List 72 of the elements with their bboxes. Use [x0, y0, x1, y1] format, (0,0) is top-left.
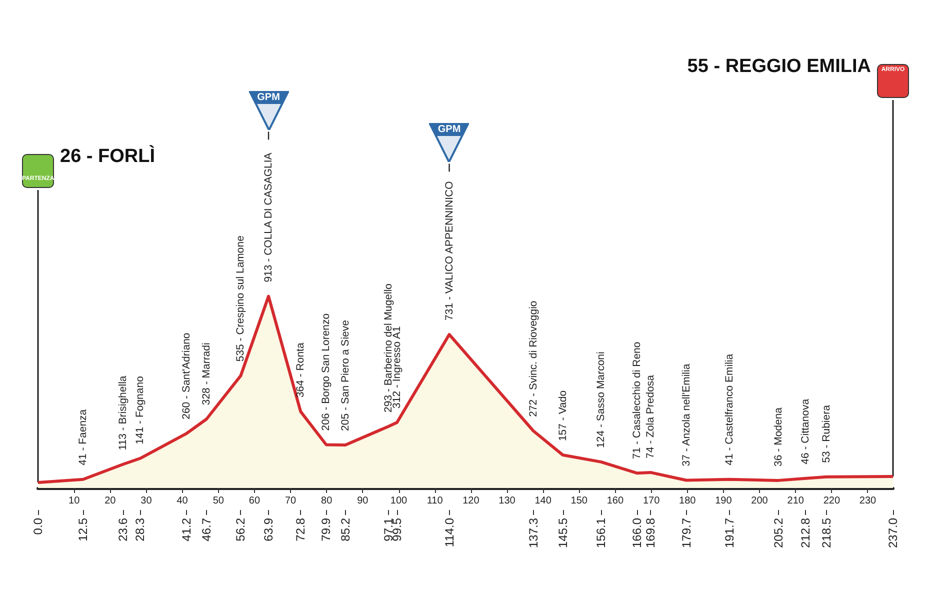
- text: GPM: [429, 124, 470, 135]
- x-tick-label: 180: [679, 496, 696, 506]
- x2-tick-label: 28.3: [133, 518, 148, 542]
- x-tick-label: 200: [751, 496, 768, 506]
- x2-tick-label: 205.2: [771, 518, 786, 548]
- data-label: 53 - Rubiera: [820, 404, 832, 463]
- x-tick-label: 120: [462, 496, 480, 506]
- x2-tick-label: 156.1: [594, 518, 608, 548]
- x-tick-label: 30: [140, 496, 152, 506]
- x-tick-label: 230: [859, 496, 877, 506]
- x-tick-label: 80: [321, 496, 333, 506]
- x2-tick-label: 0.0: [31, 518, 45, 535]
- x2-tick-label: 169.8: [644, 518, 658, 548]
- x-tick-label: 70: [284, 496, 297, 506]
- data-label: 913 - COLLA DI CASAGLIA: [262, 152, 275, 282]
- data-label: 41 - Castelfranco Emilia: [724, 354, 736, 466]
- data-label: 113 - Brisighella: [117, 376, 130, 450]
- x-tick-label: 190: [715, 496, 732, 506]
- x2-tick-label: 179.7: [679, 518, 694, 548]
- text: 26 - FORLÌ: [60, 146, 156, 168]
- x2-tick-label: 41.2: [180, 518, 194, 542]
- x-tick-label: 40: [176, 496, 188, 506]
- data-label: 312 - Ingresso A1: [390, 326, 403, 408]
- data-label: 71 - Casalecchio di Reno: [630, 342, 643, 460]
- data-label: 36 - Modena: [772, 407, 784, 466]
- x2-tick-label: 72.8: [294, 518, 308, 542]
- data-label: 731 - VALICO APPENNINICO: [443, 181, 456, 320]
- x-tick-label: 50: [212, 496, 224, 506]
- x2-tick-label: 237.0: [886, 518, 900, 548]
- x2-tick-label: 46.7: [199, 518, 214, 542]
- text: 55 - REGGIO EMILIA: [687, 56, 871, 78]
- x2-tick-label: 23.6: [116, 518, 130, 542]
- text: GPM: [248, 92, 289, 103]
- data-label: 74 - Zola Predosa: [644, 374, 657, 458]
- x-tick-label: 140: [534, 496, 552, 506]
- x2-tick-label: 191.7: [722, 518, 737, 548]
- data-label: 205 - San Piero a Sieve: [339, 320, 352, 431]
- x-tick-label: 100: [390, 496, 408, 506]
- x-tick-label: 60: [248, 496, 260, 506]
- x-tick-label: 90: [357, 496, 369, 506]
- data-label: 364 - Ronta: [294, 342, 307, 398]
- x2-tick-label: 79.9: [319, 518, 334, 542]
- data-label: 157 - Vado: [556, 390, 569, 442]
- data-label: 272 - Svinc. di Rioveggio: [527, 300, 540, 417]
- x2-tick-label: 137.3: [526, 518, 540, 548]
- data-label: 46 - Cittanova: [800, 398, 812, 464]
- data-label: 535 - Crespino sul Lamone: [234, 235, 247, 362]
- x-tick-label: 220: [823, 496, 840, 506]
- x-tick-label: 10: [68, 496, 80, 506]
- x2-tick-label: 12.5: [76, 518, 90, 542]
- data-label: 206 - Borgo San Lorenzo: [320, 313, 332, 431]
- data-label: 124 - Sasso Marconi: [595, 352, 608, 448]
- x-tick-label: 160: [606, 496, 624, 506]
- x2-tick-label: 114.0: [442, 518, 456, 548]
- data-label: 260 - Sant'Adriano: [180, 332, 193, 420]
- x2-tick-label: 166.0: [630, 518, 644, 548]
- x2-tick-label: 63.9: [262, 518, 276, 542]
- x2-tick-label: 145.5: [556, 518, 570, 548]
- x2-tick-label: 56.2: [234, 518, 248, 542]
- data-label: 141 - Fognano: [134, 376, 146, 444]
- data-label: 328 - Marradi: [200, 342, 212, 406]
- data-label: 41 - Faenza: [77, 409, 90, 466]
- x-tick-label: 210: [787, 496, 804, 506]
- data-label: 37 - Anzola nell'Emilia: [680, 364, 692, 466]
- x2-tick-label: 85.2: [338, 518, 352, 542]
- x-tick-label: 130: [498, 496, 516, 506]
- x2-tick-label: 218.5: [819, 518, 834, 548]
- x-tick-label: 150: [570, 496, 588, 506]
- x-tick-label: 20: [104, 496, 116, 506]
- x-tick-label: 170: [642, 496, 660, 506]
- x2-tick-label: 212.8: [798, 518, 813, 548]
- x-tick-label: 110: [426, 496, 444, 506]
